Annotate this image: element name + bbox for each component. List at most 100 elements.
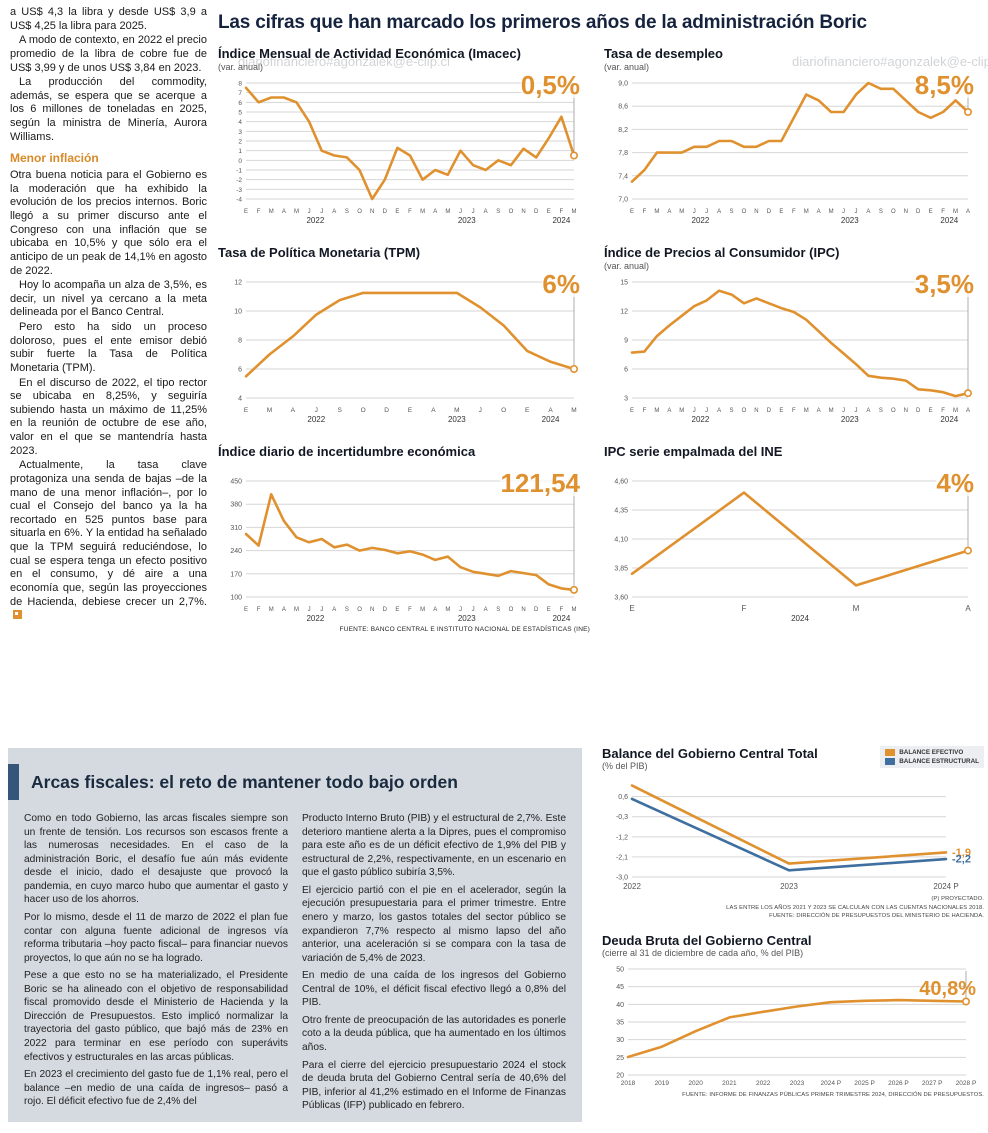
svg-text:2024: 2024 — [552, 614, 570, 623]
svg-text:N: N — [521, 209, 525, 215]
svg-text:5: 5 — [238, 110, 242, 117]
chart-footnote: FUENTE: INFORME DE FINANZAS PÚBLICAS PRI… — [682, 1092, 984, 1099]
svg-text:A: A — [291, 407, 296, 414]
svg-text:M: M — [953, 408, 958, 414]
svg-text:2023: 2023 — [780, 882, 798, 891]
imacec-line-chart: 8 7 6 5 4 3 2 1 0 -1 -2 -3 -4 E F M A M J J A S O N D E F M A M J J A S O N… — [218, 75, 590, 225]
svg-text:2024: 2024 — [542, 415, 560, 424]
svg-text:J: J — [320, 607, 323, 613]
svg-text:9: 9 — [624, 338, 628, 345]
svg-text:F: F — [941, 209, 945, 215]
svg-text:8: 8 — [238, 338, 242, 345]
svg-text:10: 10 — [234, 309, 242, 316]
svg-text:N: N — [904, 209, 908, 215]
svg-text:M: M — [269, 607, 274, 613]
svg-text:25: 25 — [616, 1055, 624, 1062]
svg-text:4,10: 4,10 — [614, 537, 628, 544]
svg-text:F: F — [941, 408, 945, 414]
svg-text:F: F — [792, 209, 796, 215]
svg-text:S: S — [730, 408, 734, 414]
svg-text:M: M — [571, 407, 576, 414]
svg-text:0: 0 — [238, 158, 242, 165]
svg-text:E: E — [525, 407, 530, 414]
article-paragraph: La producción del commodity, además, se … — [10, 76, 207, 143]
svg-text:-2,2: -2,2 — [952, 854, 971, 866]
ipc-line-chart: 15 12 9 6 3 E F M A M J J A S O N D E F M A M J J A S O N D E F M A 2022 2… — [604, 274, 984, 424]
svg-text:J: J — [472, 209, 475, 215]
article-paragraph-text: Actualmente, la tasa clave protagoniza u… — [10, 459, 207, 608]
svg-text:F: F — [560, 607, 564, 613]
ipc-empalmada-line-chart: 4,60 4,35 4,10 3,85 3,60 E F M A 2024 — [604, 473, 984, 623]
svg-text:E: E — [395, 607, 399, 613]
chart-highlight-value: 4% — [936, 468, 974, 498]
svg-text:O: O — [501, 407, 506, 414]
svg-text:J: J — [315, 407, 318, 414]
svg-text:2023: 2023 — [448, 415, 466, 424]
svg-text:E: E — [395, 209, 399, 215]
svg-text:E: E — [408, 407, 413, 414]
svg-text:J: J — [459, 607, 462, 613]
chart-card-ipc-empalmada: IPC serie empalmada del INE 4% 4,60 4,35 4… — [604, 444, 984, 633]
svg-text:E: E — [630, 408, 634, 414]
chart-subtitle: (var. anual) — [604, 62, 650, 72]
svg-text:E: E — [629, 604, 634, 613]
svg-text:-1: -1 — [236, 168, 242, 175]
svg-text:M: M — [804, 408, 809, 414]
svg-text:A: A — [667, 209, 671, 215]
svg-text:E: E — [244, 407, 249, 414]
tpm-line-chart: 12 10 8 6 4 E M A J S O D E A M J O E A M 2022 2023 2024 — [218, 274, 590, 424]
article-paragraph: Por lo mismo, desde el 11 de marzo de 20… — [24, 911, 288, 964]
svg-text:8,2: 8,2 — [618, 127, 628, 134]
svg-text:2022: 2022 — [307, 415, 325, 424]
svg-text:D: D — [534, 209, 539, 215]
svg-text:2022: 2022 — [623, 882, 641, 891]
chart-highlight-value: 6% — [542, 269, 580, 299]
svg-text:F: F — [560, 209, 564, 215]
svg-text:M: M — [420, 209, 425, 215]
svg-text:A: A — [433, 209, 437, 215]
svg-text:6: 6 — [238, 367, 242, 374]
left-article: a US$ 4,3 la libra y desde US$ 3,9 a US$… — [10, 6, 207, 624]
chart-card-incertidumbre: Índice diario de incertidumbre económica… — [218, 444, 590, 633]
balance-legend: BALANCE EFECTIVO BALANCE ESTRUCTURAL — [880, 746, 984, 768]
svg-text:S: S — [879, 209, 883, 215]
svg-text:O: O — [742, 209, 747, 215]
svg-text:M: M — [294, 607, 299, 613]
arcas-column-2: Producto Interno Bruto (PIB) y el estruc… — [302, 812, 566, 1117]
svg-text:S: S — [879, 408, 883, 414]
svg-text:M: M — [294, 209, 299, 215]
svg-text:-0,3: -0,3 — [616, 814, 628, 821]
svg-text:2023: 2023 — [458, 614, 476, 623]
svg-text:4,35: 4,35 — [614, 508, 628, 515]
svg-text:-3,0: -3,0 — [616, 875, 628, 882]
svg-text:E: E — [779, 408, 783, 414]
svg-text:8: 8 — [238, 81, 242, 88]
svg-text:A: A — [433, 607, 437, 613]
svg-text:A: A — [866, 408, 870, 414]
svg-text:15: 15 — [620, 280, 628, 287]
article-paragraph: Actualmente, la tasa clave protagoniza u… — [10, 459, 207, 623]
svg-text:7,8: 7,8 — [618, 150, 628, 157]
svg-text:2022: 2022 — [756, 1080, 771, 1087]
chart-card-tpm: Tasa de Política Monetaria (TPM) 6% 12 10… — [218, 245, 590, 424]
chart-highlight-value: 121,54 — [500, 468, 580, 498]
article-paragraph: Producto Interno Bruto (PIB) y el estruc… — [302, 813, 566, 879]
svg-text:450: 450 — [230, 479, 242, 486]
svg-text:30: 30 — [616, 1037, 624, 1044]
svg-text:M: M — [853, 604, 860, 613]
svg-text:F: F — [257, 607, 261, 613]
svg-text:M: M — [679, 209, 684, 215]
svg-text:A: A — [966, 408, 970, 414]
svg-text:O: O — [742, 408, 747, 414]
accent-bar — [8, 764, 19, 800]
chart-title: Tasa de desempleo — [604, 46, 723, 61]
svg-text:O: O — [891, 408, 896, 414]
svg-text:-1,9: -1,9 — [952, 847, 971, 859]
svg-text:D: D — [767, 408, 772, 414]
svg-text:D: D — [916, 209, 921, 215]
svg-text:M: M — [267, 407, 272, 414]
article-paragraph: Pero esto ha sido un proceso doloroso, p… — [10, 321, 207, 374]
chart-subtitle: (var. anual) — [218, 62, 264, 72]
article-paragraph: En 2023 el crecimiento del gasto fue de … — [24, 1069, 288, 1108]
svg-text:J: J — [459, 209, 462, 215]
